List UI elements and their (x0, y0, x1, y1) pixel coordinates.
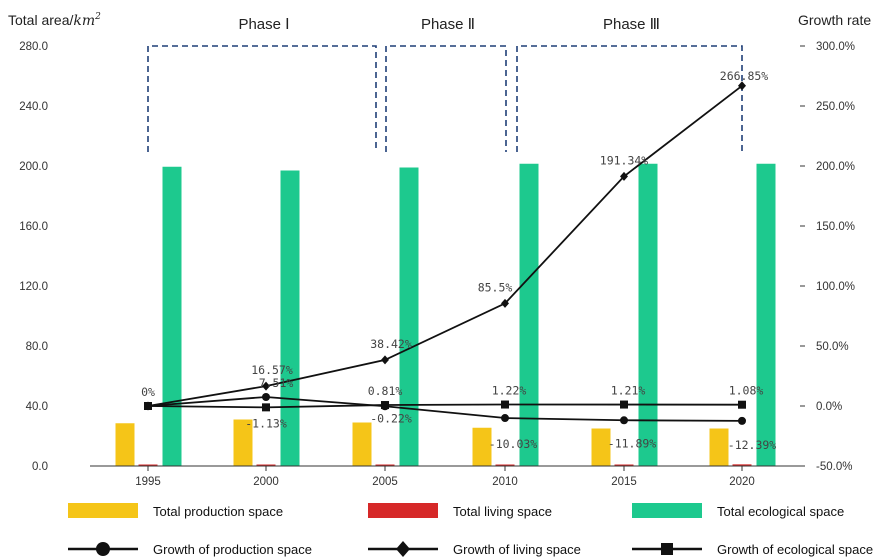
phase-label: Phase Ⅲ (603, 16, 660, 33)
legend-label-bar-0: Total production space (153, 504, 283, 519)
data-label-1-2000: 16.57% (251, 363, 293, 377)
y-left-tick-label: 120.0 (19, 281, 48, 293)
y-left-tick-label: 160.0 (19, 221, 48, 233)
line-point-1-2005 (381, 355, 389, 365)
data-label-2-2005: 0.81% (368, 384, 403, 398)
phase-label: Phase Ⅰ (238, 16, 289, 33)
bar-1-2015 (614, 464, 634, 466)
legend-label-line-0: Growth of production space (153, 542, 312, 557)
legend-marker-diamond (396, 541, 410, 557)
data-label-1-2020: 266.85% (720, 69, 769, 83)
data-label-0-1995: 0% (141, 385, 155, 399)
bar-2-1995 (162, 166, 182, 466)
line-point-2-2010 (501, 400, 509, 409)
phase-bracket (516, 45, 743, 152)
line-point-0-2000 (262, 392, 270, 401)
bar-1-1995 (138, 464, 158, 466)
x-tick-label: 2015 (611, 476, 637, 488)
line-point-2-2015 (620, 400, 628, 409)
y-left-tick-label: 280.0 (19, 41, 48, 53)
y-left-axis-title: Total area/km2 (8, 12, 101, 29)
y-right-tick-label: 0.0% (816, 401, 842, 413)
legend-label-line-1: Growth of living space (453, 542, 581, 557)
data-label-1-2005: 38.42% (370, 337, 412, 351)
x-tick-label: 1995 (135, 476, 161, 488)
line-point-0-2015 (620, 416, 628, 425)
bar-1-2020 (732, 464, 752, 466)
data-label-0-2010: -10.03% (489, 437, 538, 451)
line-series-0 (147, 396, 743, 422)
line-point-1-2020 (738, 81, 746, 91)
legend-marker-square (661, 543, 673, 555)
bar-0-2015 (591, 428, 611, 466)
phase-bracket (385, 45, 507, 152)
bar-2-2015 (638, 163, 658, 466)
y-right-tick-label: 100.0% (816, 281, 855, 293)
y-left-tick-label: 200.0 (19, 161, 48, 173)
x-tick-label: 2000 (253, 476, 279, 488)
legend-marker-circle (96, 542, 110, 556)
line-point-0-2020 (738, 416, 746, 425)
data-label-2-2020: 1.08% (729, 384, 764, 398)
line-point-1-2010 (501, 298, 509, 308)
data-label-0-2005: -0.22% (370, 411, 412, 425)
legend-label-bar-1: Total living space (453, 504, 552, 519)
legend-label-line-2: Growth of ecological space (717, 542, 873, 557)
line-point-2-2020 (738, 400, 746, 409)
bar-1-2005 (375, 464, 395, 466)
bar-0-2010 (472, 427, 492, 466)
data-label-0-2015: -11.89% (608, 436, 657, 450)
legend-swatch-bar-1 (368, 503, 438, 518)
y-right-tick-label: 50.0% (816, 341, 849, 353)
x-tick-label: 2020 (729, 476, 755, 488)
bar-1-2000 (256, 464, 276, 466)
y-right-tick-label: -50.0% (816, 461, 852, 473)
data-label-1-2015: 191.34% (600, 153, 649, 167)
phase-label: Phase Ⅱ (421, 16, 475, 33)
x-tick-label: 2005 (372, 476, 398, 488)
data-label-2-2010: 1.22% (492, 384, 527, 398)
data-label-0-2020: -12.39% (728, 438, 777, 452)
data-label-0-2000: 7.51% (259, 376, 294, 390)
line-series-1 (147, 85, 743, 407)
bar-0-1995 (115, 423, 135, 466)
y-right-tick-label: 200.0% (816, 161, 855, 173)
legend-swatch-bar-2 (632, 503, 702, 518)
y-right-tick-label: 250.0% (816, 101, 855, 113)
bar-2-2010 (519, 163, 539, 466)
y-left-tick-label: 240.0 (19, 101, 48, 113)
bar-2-2020 (756, 163, 776, 466)
y-right-tick-label: 300.0% (816, 41, 855, 53)
bar-1-2010 (495, 464, 515, 466)
y-right-axis-title: Growth rate (798, 12, 871, 28)
line-point-2-2000 (262, 403, 270, 412)
bar-2-2000 (280, 170, 300, 466)
line-point-1-2015 (620, 171, 628, 181)
bar-0-2000 (233, 419, 253, 466)
line-series-2 (147, 403, 743, 409)
y-left-tick-label: 40.0 (26, 401, 48, 413)
y-right-tick-label: 150.0% (816, 221, 855, 233)
data-label-2-2000: -1.13% (245, 416, 287, 430)
bar-0-2005 (352, 422, 372, 466)
bar-0-2020 (709, 428, 729, 466)
data-label-2-2015: 1.21% (611, 384, 646, 398)
x-tick-label: 2010 (492, 476, 518, 488)
y-left-tick-label: 80.0 (26, 341, 48, 353)
legend-label-bar-2: Total ecological space (717, 504, 844, 519)
line-point-1-2000 (262, 381, 270, 391)
bar-2-2005 (399, 167, 419, 466)
y-left-tick-label: 0.0 (32, 461, 48, 473)
phase-bracket (147, 45, 377, 152)
line-point-2-1995 (144, 402, 152, 410)
line-point-0-2010 (501, 414, 509, 423)
data-label-1-2010: 85.5% (478, 280, 513, 294)
line-point-2-2005 (381, 401, 389, 410)
legend-swatch-bar-0 (68, 503, 138, 518)
